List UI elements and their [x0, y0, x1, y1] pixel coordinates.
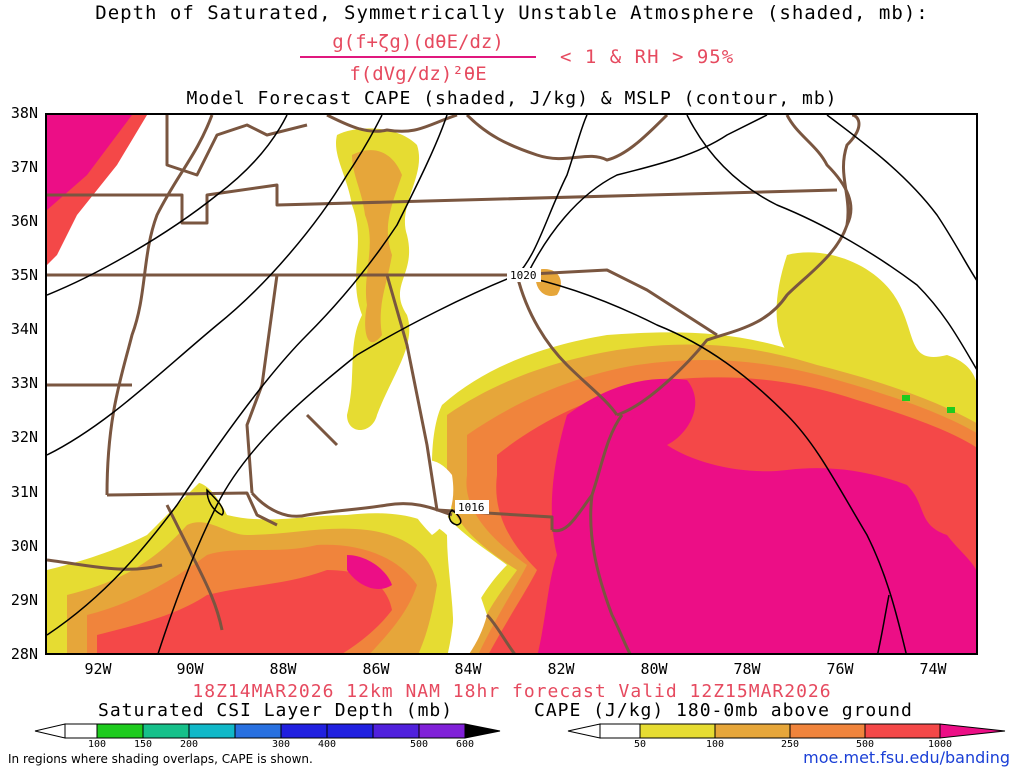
lon-label: 86W: [362, 660, 390, 678]
cape-tick-label: 500: [855, 739, 875, 750]
csi-tick-label: 500: [409, 739, 429, 750]
formula-condition: < 1 & RH > 95%: [560, 46, 735, 68]
cape-colorbar: [567, 723, 1006, 739]
lon-label: 74W: [919, 660, 947, 678]
formula-denominator: f(dVg/dz)²θE: [349, 63, 487, 85]
lon-label: 88W: [269, 660, 297, 678]
csi-colorbar-title: Saturated CSI Layer Depth (mb): [98, 700, 454, 721]
lat-label: 33N: [10, 374, 38, 392]
lon-label: 84W: [454, 660, 482, 678]
lat-label: 29N: [10, 591, 38, 609]
lat-label: 30N: [10, 537, 38, 555]
lat-label: 28N: [10, 645, 38, 663]
lon-label: 78W: [733, 660, 761, 678]
isobars: [47, 115, 976, 653]
lat-label: 35N: [10, 266, 38, 284]
isobar-label: 1016: [458, 501, 485, 514]
lat-label: 36N: [10, 212, 38, 230]
cape-shading: [47, 115, 976, 653]
lat-label: 37N: [10, 158, 38, 176]
overlap-note: In regions where shading overlaps, CAPE …: [8, 752, 313, 766]
valid-time-line: 18Z14MAR2026 12km NAM 18hr forecast Vali…: [192, 681, 832, 702]
cape-tick-label: 1000: [927, 739, 953, 750]
lon-label: 90W: [176, 660, 204, 678]
lat-label: 34N: [10, 320, 38, 338]
lon-label: 82W: [547, 660, 575, 678]
lat-label: 31N: [10, 483, 38, 501]
title-line1: Depth of Saturated, Symmetrically Unstab…: [95, 2, 929, 24]
cape-tick-label: 50: [633, 739, 647, 750]
lon-label: 92W: [84, 660, 112, 678]
lon-label: 76W: [826, 660, 854, 678]
csi-tick-label: 100: [87, 739, 107, 750]
cape-colorbar-title: CAPE (J/kg) 180-0mb above ground: [534, 700, 913, 721]
csi-tick-label: 400: [317, 739, 337, 750]
cape-tick-label: 100: [705, 739, 725, 750]
csi-tick-label: 150: [133, 739, 153, 750]
map-panel: 1020 1016: [45, 113, 978, 655]
fraction-bar: [300, 56, 536, 58]
isobar-label: 1020: [510, 269, 537, 282]
csi-colorbar: [34, 723, 501, 739]
formula-fraction: g(f+ζg)(dθE/dz) f(dVg/dz)²θE: [300, 28, 536, 88]
cape-tick-label: 250: [780, 739, 800, 750]
colorbars: [34, 723, 1006, 739]
lat-label: 38N: [10, 104, 38, 122]
lat-label: 32N: [10, 428, 38, 446]
source-url[interactable]: moe.met.fsu.edu/banding: [803, 748, 1010, 767]
csi-tick-label: 600: [455, 739, 475, 750]
map-svg: 1020 1016: [47, 115, 976, 653]
lon-label: 80W: [640, 660, 668, 678]
csi-tick-label: 200: [179, 739, 199, 750]
title-line3: Model Forecast CAPE (shaded, J/kg) & MSL…: [186, 88, 838, 109]
formula-numerator: g(f+ζg)(dθE/dz): [332, 31, 504, 53]
csi-tick-label: 300: [271, 739, 291, 750]
isobar-labels: 1020 1016: [455, 268, 541, 514]
state-borders: [47, 115, 861, 653]
